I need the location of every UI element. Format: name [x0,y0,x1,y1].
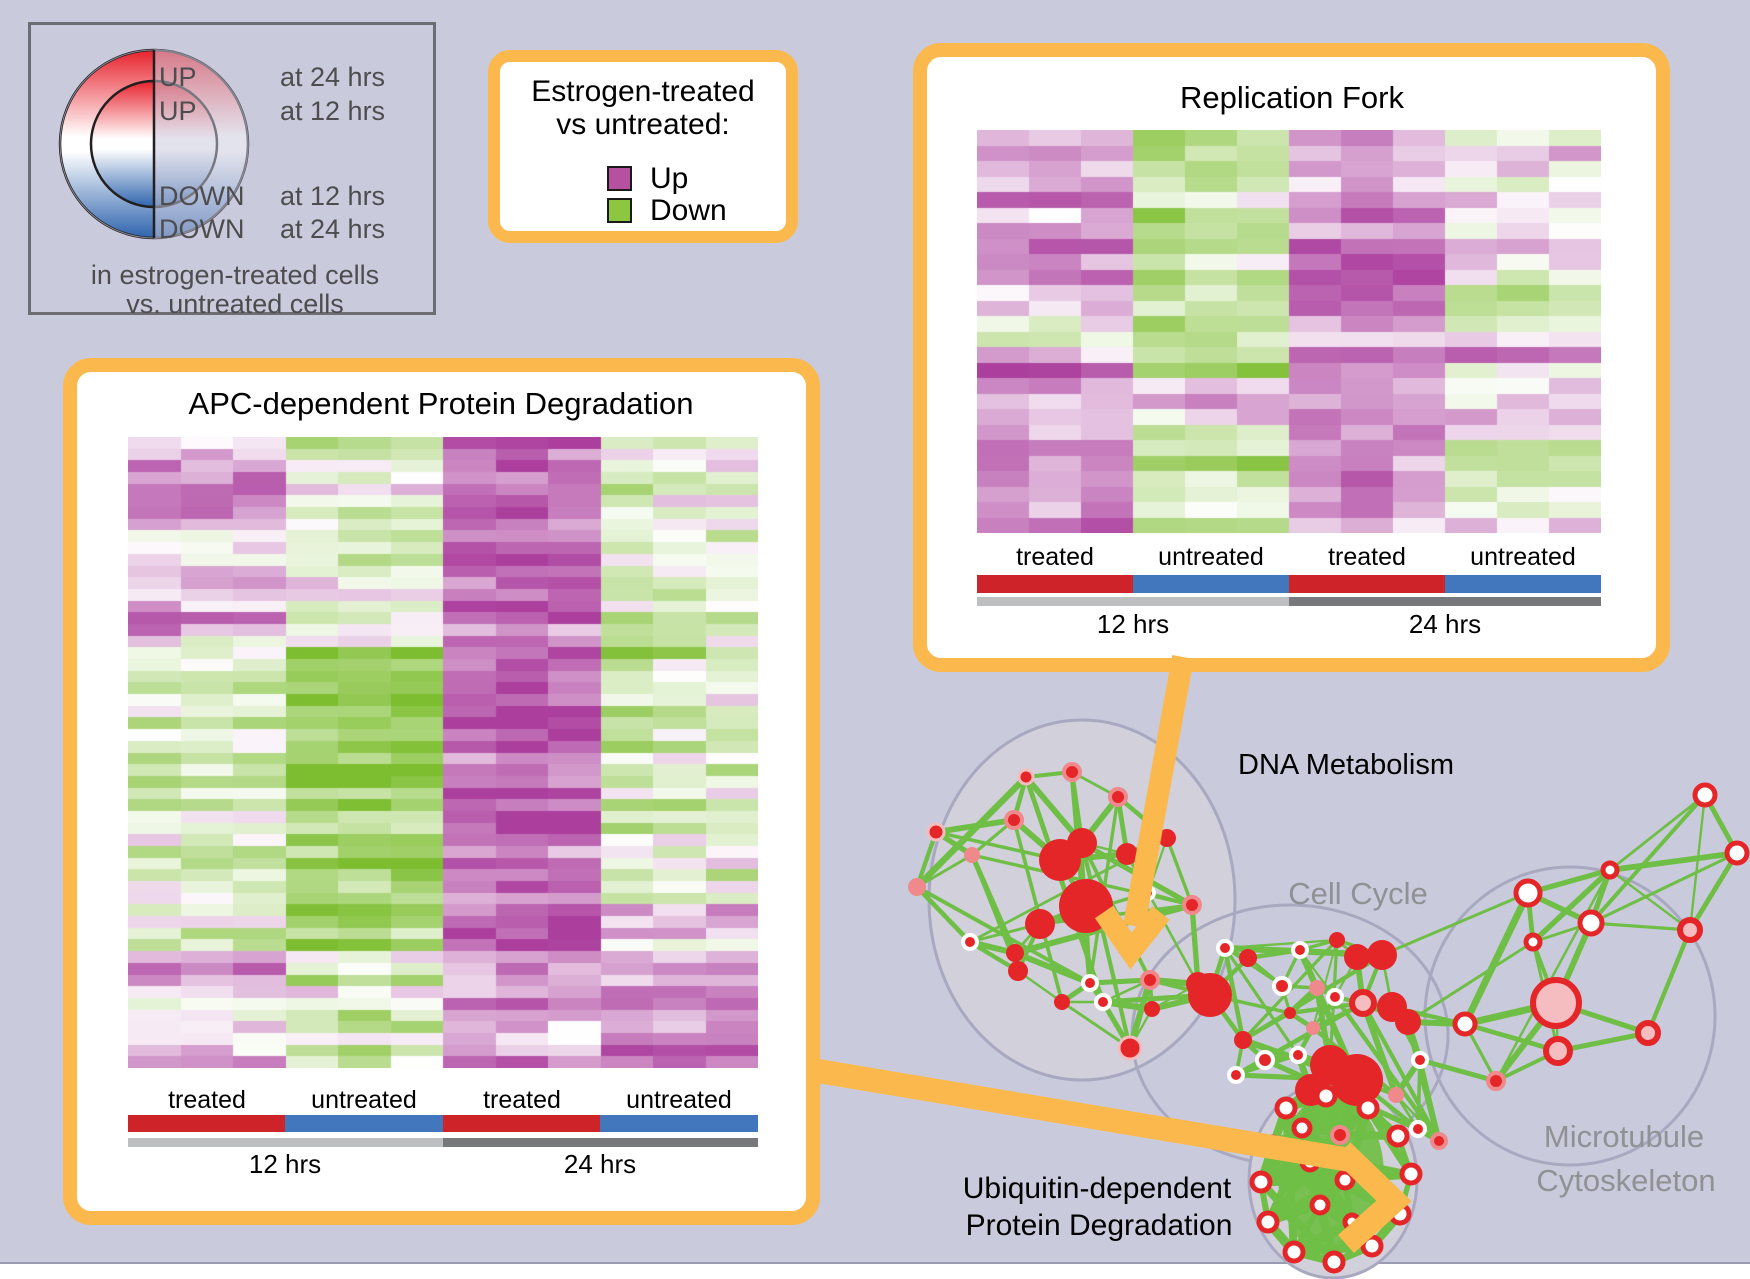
key-word-down-24: DOWN [159,214,245,244]
rf-time-label-12: 12 hrs [1096,609,1170,639]
key-time-24b: at 24 hrs [280,214,386,244]
key-box: UP UP DOWN DOWN at 24 hrs at 12 hrs at 1… [28,22,436,319]
rf-group-label-3: treated [1328,543,1406,571]
apc-heatmap [128,437,758,1068]
rf-untreated-bar-2 [1445,575,1601,593]
apc-panel-title: APC-dependent Protein Degradation [188,386,694,421]
rf-24hr-bar [1289,597,1601,606]
color-legend-title-line1: Estrogen-treated [531,75,755,108]
apc-time-label-12: 12 hrs [248,1149,322,1179]
rf-12hr-bar [977,597,1289,606]
apc-24hr-bar [443,1138,758,1147]
key-time-24a: at 24 hrs [280,62,386,92]
rf-treated-bar-2 [1289,575,1445,593]
rf-group-label-1: treated [1016,543,1094,571]
cluster-label-microtubule-line2: Cytoskeleton [1536,1163,1716,1198]
cluster-label-dna-metabolism: DNA Metabolism [1238,749,1454,781]
key-word-down-12: DOWN [159,181,245,211]
apc-12hr-bar [128,1138,443,1147]
cluster-label-microtubule-line1: Microtubule [1543,1119,1705,1154]
cluster-label-cell-cycle: Cell Cycle [1288,876,1428,911]
key-word-up-12: UP [159,96,197,126]
key-time-12a: at 12 hrs [280,96,386,126]
apc-treated-bar-2 [443,1115,600,1132]
rf-treated-bar-1 [977,575,1133,593]
apc-group-label-4: untreated [626,1086,732,1114]
rf-group-label-4: untreated [1470,543,1576,571]
key-word-up-24: UP [159,62,197,92]
apc-group-label-2: untreated [311,1086,417,1114]
down-label: Down [650,194,727,227]
color-legend-title-line2: vs untreated: [556,108,730,141]
replication-fork-heatmap [977,130,1601,533]
key-footer-line1: in estrogen-treated cells [90,260,380,290]
up-color-swatch [607,166,632,191]
down-color-swatch [607,198,632,223]
rf-untreated-bar-1 [1133,575,1289,593]
key-time-12b: at 12 hrs [280,181,386,211]
apc-group-label-3: treated [483,1086,561,1114]
rf-time-label-24: 24 hrs [1408,609,1482,639]
apc-untreated-bar-1 [285,1115,443,1132]
up-label: Up [650,162,689,195]
up-down-gradient-circle-icon [58,48,250,240]
cluster-label-ubiquitin-line2: Protein Degradation [965,1209,1233,1242]
apc-untreated-bar-2 [600,1115,758,1132]
rf-group-label-2: untreated [1158,543,1264,571]
color-legend-box [488,50,798,243]
key-footer-line2: vs. untreated cells [126,289,344,319]
replication-fork-title: Replication Fork [1180,80,1404,115]
cluster-label-ubiquitin-line1: Ubiquitin-dependent [962,1172,1232,1205]
apc-time-label-24: 24 hrs [563,1149,637,1179]
apc-treated-bar-1 [128,1115,285,1132]
apc-group-label-1: treated [168,1086,246,1114]
